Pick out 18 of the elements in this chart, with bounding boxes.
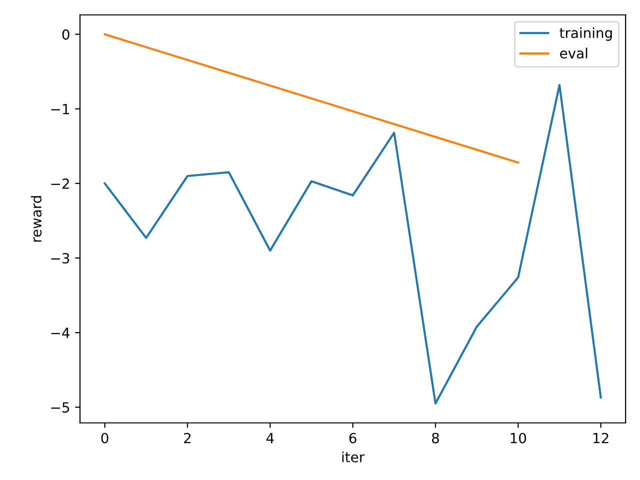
x-tick-label: 4 <box>266 433 274 444</box>
x-tick-label: 10 <box>510 432 526 444</box>
y-tick-label: −1 <box>51 104 69 114</box>
x-tick-label: 6 <box>349 432 356 444</box>
legend-label: training <box>560 27 612 41</box>
x-tick-label: 2 <box>184 432 190 444</box>
y-tick-label: 0 <box>62 29 70 40</box>
x-tick-label: 12 <box>593 432 608 444</box>
legend-label: eval <box>560 48 588 59</box>
line-series <box>104 84 602 405</box>
x-tick-label: 8 <box>432 432 439 444</box>
y-tick-label: −5 <box>51 402 70 413</box>
x-axis-title: iter <box>342 452 365 462</box>
y-axis-title: reward <box>30 196 42 242</box>
y-tick-label: −3 <box>51 253 70 264</box>
y-tick-label: −4 <box>51 328 70 338</box>
x-tick-label: 0 <box>101 432 108 444</box>
y-tick-label: −2 <box>51 178 69 189</box>
